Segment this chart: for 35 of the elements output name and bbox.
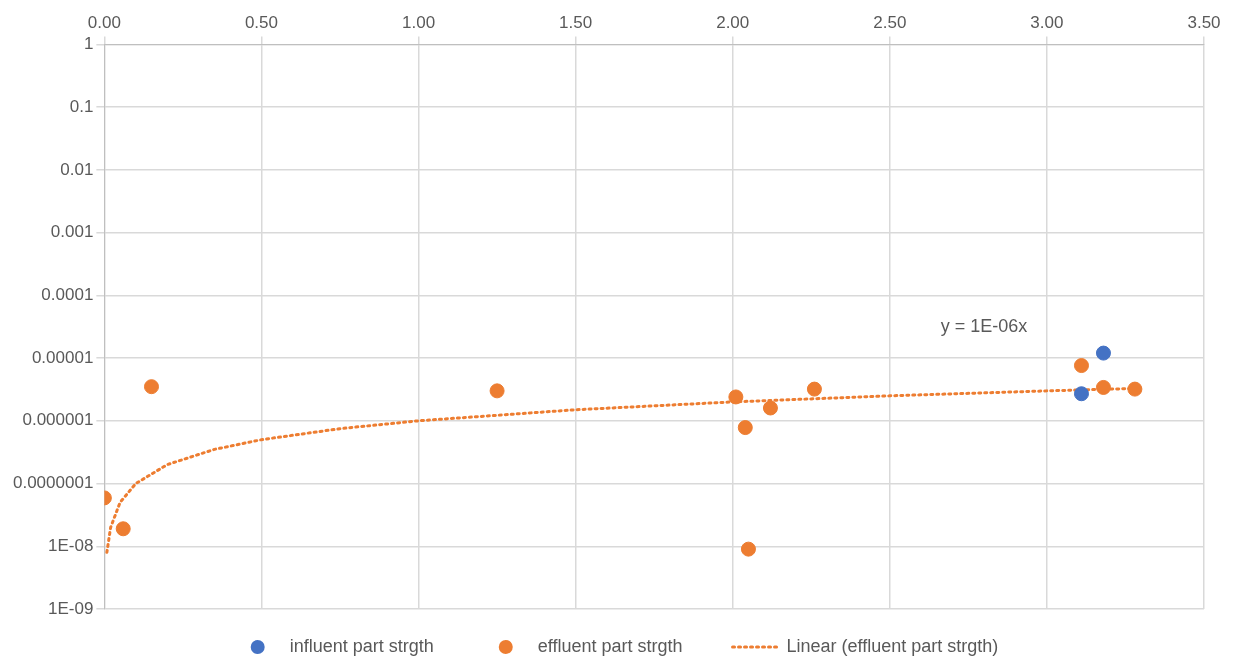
x-tick-label: 2.00 <box>716 12 750 32</box>
x-tick-label: 1.50 <box>559 12 593 32</box>
point <box>1095 345 1111 361</box>
point <box>740 541 756 557</box>
x-tick-label: 0.00 <box>87 12 121 32</box>
y-tick-label: 1 <box>83 34 94 54</box>
point <box>737 420 753 436</box>
point <box>1073 358 1089 374</box>
y-tick-label: 0.001 <box>50 222 94 242</box>
x-tick-label: 1.00 <box>402 12 436 32</box>
point <box>143 379 159 395</box>
point <box>728 389 744 405</box>
point <box>1127 381 1143 397</box>
x-tick-label: 0.50 <box>244 12 278 32</box>
x-tick-label: 2.50 <box>873 12 907 32</box>
legend-label: effluent part strgth <box>537 635 683 656</box>
legend-label: influent part strgth <box>289 635 434 656</box>
y-tick-label: 0.0001 <box>41 285 94 305</box>
point <box>1095 379 1111 395</box>
legend-label: Linear (effluent part strgth) <box>786 635 999 656</box>
y-tick-label: 0.01 <box>60 159 94 179</box>
y-tick-label: 1E-08 <box>47 535 94 555</box>
y-tick-label: 0.000001 <box>22 410 94 430</box>
annotation: y = 1E-06x <box>940 315 1028 336</box>
point <box>115 521 131 537</box>
y-tick-label: 1E-09 <box>47 598 94 618</box>
y-tick-label: 0.00001 <box>31 347 94 367</box>
y-tick-label: 0.0000001 <box>12 473 94 493</box>
x-tick-label: 3.00 <box>1030 12 1064 32</box>
point <box>762 400 778 416</box>
x-tick-label: 3.50 <box>1187 12 1221 32</box>
point <box>489 383 505 399</box>
point <box>1073 386 1089 402</box>
point <box>806 381 822 397</box>
y-tick-label: 0.1 <box>69 96 94 116</box>
